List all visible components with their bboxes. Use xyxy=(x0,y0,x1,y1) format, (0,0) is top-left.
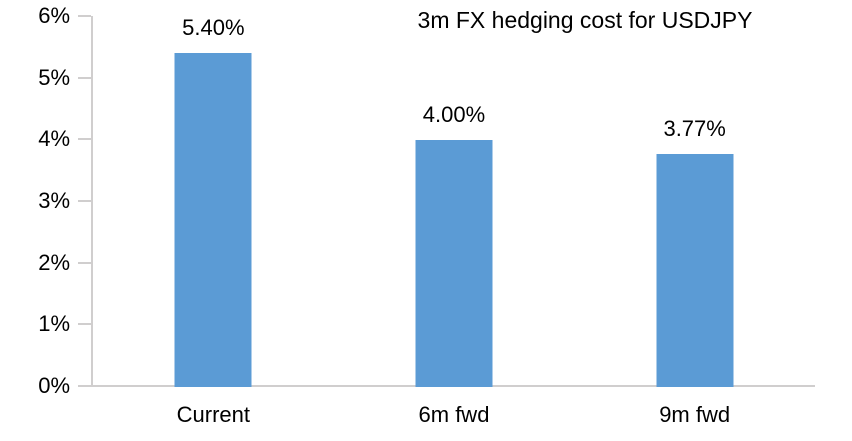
y-axis-tick-label: 0% xyxy=(38,373,70,398)
y-axis-tick-label: 4% xyxy=(38,126,70,152)
y-axis-tick-label: 6% xyxy=(38,3,70,28)
y-axis-tick xyxy=(78,323,91,326)
bar-value-label: 3.77% xyxy=(663,115,726,141)
y-axis-tick xyxy=(78,261,91,264)
chart-title: 3m FX hedging cost for USDJPY xyxy=(417,7,753,33)
bar xyxy=(656,153,734,387)
plot-area: 5.40% 4.00% 3.77% xyxy=(93,16,815,387)
y-axis-tick xyxy=(78,15,91,17)
bar xyxy=(415,139,493,387)
y-axis-tick xyxy=(78,138,91,141)
y-axis-tick-label: 1% xyxy=(38,311,70,337)
bar-group: 3.77% xyxy=(574,16,815,387)
y-axis-tick xyxy=(78,200,91,202)
y-axis-tick-label: 2% xyxy=(38,249,70,275)
category-label: Current xyxy=(176,402,250,427)
category-label: 9m fwd xyxy=(659,402,731,427)
y-axis-tick xyxy=(78,385,91,387)
bar xyxy=(174,53,252,387)
y-axis-tick-label: 3% xyxy=(38,188,70,213)
y-axis-line xyxy=(91,16,93,387)
bar-value-label: 5.40% xyxy=(182,15,245,41)
bar-group: 4.00% xyxy=(334,16,575,387)
bar-group: 5.40% xyxy=(93,16,334,387)
y-axis-tick-label: 5% xyxy=(38,64,70,90)
bar-value-label: 4.00% xyxy=(422,101,486,127)
category-label: 6m fwd xyxy=(418,402,490,427)
y-axis-tick xyxy=(78,76,91,79)
